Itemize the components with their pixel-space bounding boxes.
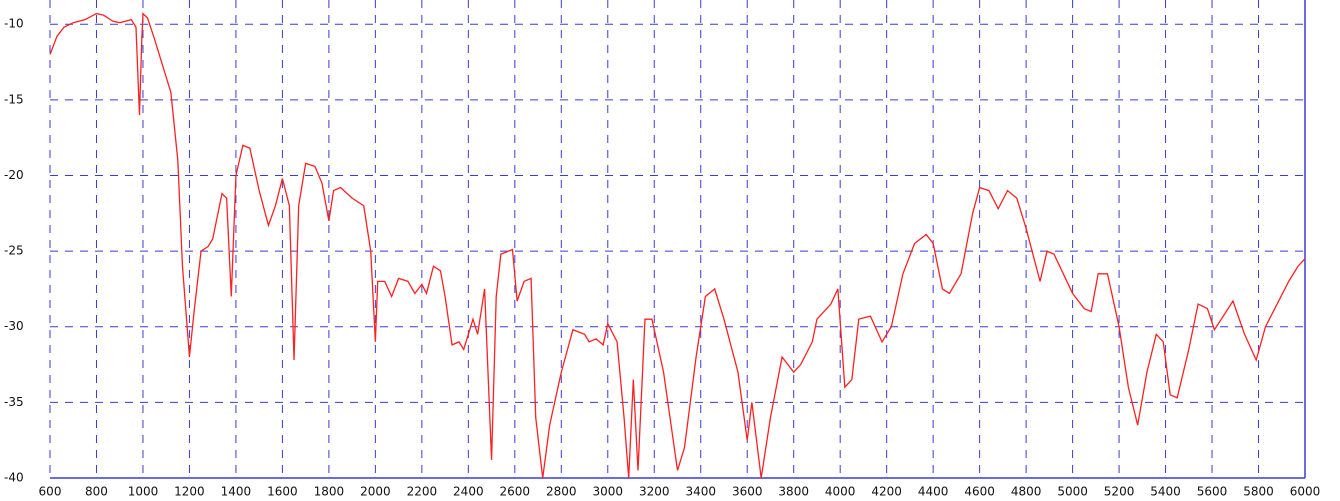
- x-tick-label: 4400: [918, 485, 949, 499]
- x-tick-label: 1200: [174, 485, 205, 499]
- x-tick-label: 4200: [871, 485, 902, 499]
- y-tick-label: -15: [4, 92, 24, 106]
- y-tick-label: -35: [4, 395, 24, 409]
- x-tick-label: 4000: [825, 485, 856, 499]
- x-tick-label: 3200: [639, 485, 670, 499]
- x-tick-label: 5800: [1243, 485, 1274, 499]
- x-tick-label: 5600: [1197, 485, 1228, 499]
- x-tick-label: 3000: [593, 485, 624, 499]
- x-tick-label: 1800: [314, 485, 345, 499]
- x-tick-label: 5000: [1057, 485, 1088, 499]
- x-tick-label: 5200: [1104, 485, 1135, 499]
- x-tick-label: 2600: [500, 485, 531, 499]
- y-tick-label: -20: [4, 168, 24, 182]
- y-tick-label: -40: [4, 471, 24, 485]
- x-tick-label: 4800: [1011, 485, 1042, 499]
- y-tick-label: -30: [4, 319, 24, 333]
- x-tick-label: 6000: [1290, 485, 1321, 499]
- x-tick-label: 3600: [732, 485, 763, 499]
- x-tick-label: 2000: [360, 485, 391, 499]
- x-tick-label: 1600: [267, 485, 298, 499]
- x-tick-label: 2400: [453, 485, 484, 499]
- y-tick-label: -25: [4, 244, 24, 258]
- x-tick-label: 800: [85, 485, 108, 499]
- x-tick-label: 4600: [964, 485, 995, 499]
- x-tick-label: 2200: [407, 485, 438, 499]
- x-tick-label: 5400: [1150, 485, 1181, 499]
- x-tick-label: 3800: [778, 485, 809, 499]
- y-tick-label: -10: [4, 17, 24, 31]
- x-tick-label: 2800: [546, 485, 577, 499]
- x-tick-label: 600: [39, 485, 62, 499]
- x-tick-label: 3400: [685, 485, 716, 499]
- data-line: [49, 12, 1306, 479]
- x-tick-label: 1000: [128, 485, 159, 499]
- x-tick-label: 1400: [221, 485, 252, 499]
